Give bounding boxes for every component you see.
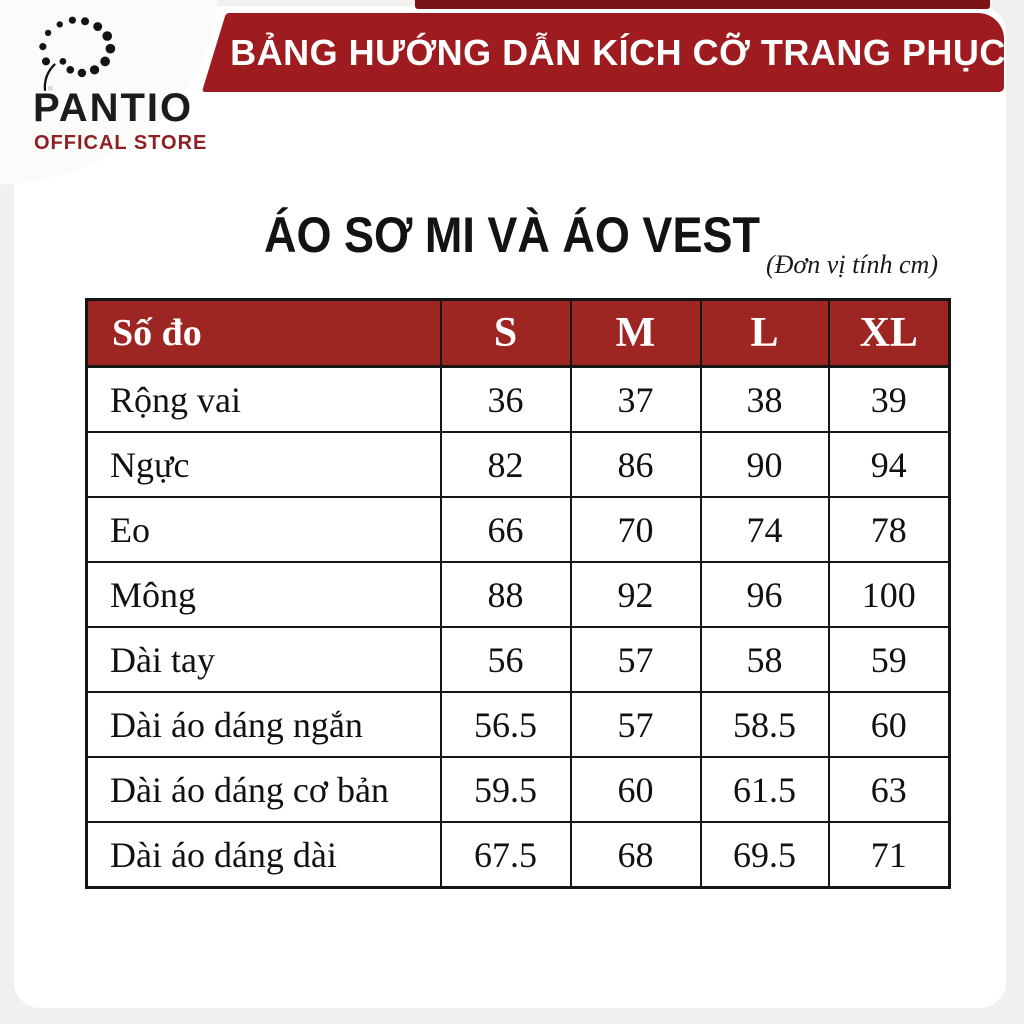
cell-value: 69.5 <box>699 821 830 889</box>
table-row: Dài áo dáng ngắn 56.5 57 58.5 60 <box>85 691 951 758</box>
cell-value: 57 <box>569 691 702 758</box>
cell-value: 56 <box>439 626 572 693</box>
column-header-s: S <box>439 298 572 368</box>
cell-value: 67.5 <box>439 821 572 889</box>
pantio-logo-icon: ® <box>39 16 116 92</box>
table-row: Rộng vai 36 37 38 39 <box>85 365 951 433</box>
column-header-measure: Số đo <box>85 298 442 368</box>
cell-value: 70 <box>569 496 702 563</box>
size-table: Số đo S M L XL Rộng vai 36 37 38 39 Ngực… <box>85 298 951 889</box>
cell-value: 56.5 <box>439 691 572 758</box>
cell-value: 60 <box>827 691 951 758</box>
cell-value: 58.5 <box>699 691 830 758</box>
cell-value: 60 <box>569 756 702 823</box>
cell-value: 88 <box>439 561 572 628</box>
cell-value: 92 <box>569 561 702 628</box>
cell-value: 59 <box>827 626 951 693</box>
unit-note: (Đơn vị tính cm) <box>766 250 938 279</box>
cell-value: 96 <box>699 561 830 628</box>
table-row: Dài tay 56 57 58 59 <box>85 626 951 693</box>
row-label: Mông <box>85 561 442 628</box>
cell-value: 63 <box>827 756 951 823</box>
table-row: Dài áo dáng dài 67.5 68 69.5 71 <box>85 821 951 889</box>
brand-name: PANTIO <box>33 86 194 130</box>
row-label: Dài áo dáng cơ bản <box>85 756 442 823</box>
svg-text:®: ® <box>48 85 53 92</box>
cell-value: 38 <box>699 365 830 433</box>
banner-ribbon: BẢNG HƯỚNG DẪN KÍCH CỠ TRANG PHỤC <box>230 13 1006 92</box>
cell-value: 39 <box>827 365 951 433</box>
cell-value: 58 <box>699 626 830 693</box>
cell-value: 71 <box>827 821 951 889</box>
cell-value: 66 <box>439 496 572 563</box>
cell-value: 90 <box>699 431 830 498</box>
table-row: Ngực 82 86 90 94 <box>85 431 951 498</box>
banner-title: BẢNG HƯỚNG DẪN KÍCH CỠ TRANG PHỤC <box>230 31 1006 73</box>
cell-value: 100 <box>827 561 951 628</box>
size-table-header: Số đo S M L XL <box>85 298 951 368</box>
row-label: Dài tay <box>85 626 442 693</box>
cell-value: 82 <box>439 431 572 498</box>
column-header-l: L <box>699 298 830 368</box>
cell-value: 68 <box>569 821 702 889</box>
cell-value: 86 <box>569 431 702 498</box>
column-header-xl: XL <box>827 298 951 368</box>
row-label: Eo <box>85 496 442 563</box>
cell-value: 57 <box>569 626 702 693</box>
row-label: Rộng vai <box>85 365 442 433</box>
cell-value: 61.5 <box>699 756 830 823</box>
row-label: Dài áo dáng ngắn <box>85 691 442 758</box>
cell-value: 59.5 <box>439 756 572 823</box>
section-title: ÁO SƠ MI VÀ ÁO VEST <box>264 207 760 263</box>
table-row: Eo 66 70 74 78 <box>85 496 951 563</box>
cell-value: 94 <box>827 431 951 498</box>
table-row: Dài áo dáng cơ bản 59.5 60 61.5 63 <box>85 756 951 823</box>
header-row: Số đo S M L XL <box>85 298 951 368</box>
row-label: Ngực <box>85 431 442 498</box>
cell-value: 74 <box>699 496 830 563</box>
brand-store-label: OFFICAL STORE <box>34 132 208 154</box>
banner-back-ribbon <box>415 0 990 9</box>
cell-value: 37 <box>569 365 702 433</box>
cell-value: 36 <box>439 365 572 433</box>
column-header-m: M <box>569 298 702 368</box>
row-label: Dài áo dáng dài <box>85 821 442 889</box>
table-row: Mông 88 92 96 100 <box>85 561 951 628</box>
cell-value: 78 <box>827 496 951 563</box>
